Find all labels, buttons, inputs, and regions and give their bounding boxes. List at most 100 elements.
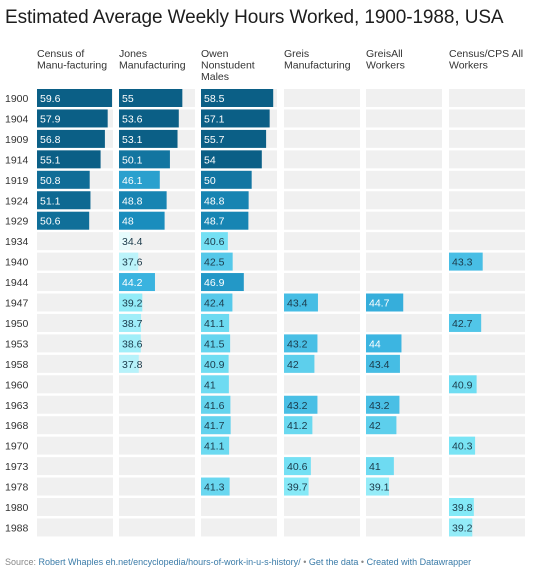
cell-background: [284, 436, 360, 455]
value-bar: [449, 375, 477, 394]
value-bar: [119, 129, 178, 148]
value-bar: [201, 375, 229, 394]
cell-background: [37, 518, 113, 537]
cell-background: [449, 89, 525, 107]
value-label: 40.6: [287, 461, 308, 473]
cell-background: [284, 191, 360, 210]
value-label: 53.6: [122, 113, 143, 125]
cell-background: [37, 457, 113, 476]
cell-background: [37, 232, 113, 251]
row-label-year: 1960: [5, 379, 29, 391]
value-label: 54: [204, 154, 216, 166]
value-bar: [119, 170, 160, 189]
chart-title: Estimated Average Weekly Hours Worked, 1…: [5, 7, 504, 28]
datawrapper-link[interactable]: Created with Datawrapper: [366, 557, 472, 567]
get-data-link[interactable]: Get the data: [308, 557, 359, 567]
column-header-greis_all: Workers: [366, 60, 405, 72]
row-label-year: 1963: [5, 400, 29, 412]
row-label-year: 1970: [5, 441, 29, 453]
value-bar: [37, 150, 101, 169]
value-bar: [201, 150, 262, 169]
cell-background: [37, 375, 113, 394]
cell-background: [449, 170, 525, 189]
cell-background: [449, 273, 525, 292]
value-bar: [201, 191, 249, 210]
value-label: 43.2: [287, 400, 308, 412]
value-bar: [284, 354, 315, 373]
value-bar: [119, 293, 143, 312]
value-label: 39.1: [369, 482, 390, 494]
value-label: 50.8: [40, 175, 61, 187]
cell-background: [284, 232, 360, 251]
value-label: 39.7: [287, 482, 308, 494]
cell-background: [366, 498, 442, 516]
value-label: 43.4: [369, 359, 390, 371]
cell-background: [37, 498, 113, 516]
chart-footer: Source: Robert Whaples eh.net/encycloped…: [5, 557, 471, 567]
value-bar: [366, 477, 390, 496]
cell-background: [449, 109, 525, 128]
row-label-year: 1929: [5, 216, 29, 228]
value-bar: [201, 273, 244, 292]
value-label: 41: [204, 379, 216, 391]
value-label: 38.6: [122, 338, 143, 350]
cell-background: [366, 252, 442, 271]
value-label: 42.7: [452, 318, 473, 330]
cell-background: [449, 293, 525, 312]
cell-background: [119, 436, 195, 455]
cell-background: [366, 313, 442, 332]
cell-background: [119, 457, 195, 476]
cell-background: [37, 273, 113, 292]
value-bar: [119, 89, 183, 107]
cell-background: [366, 232, 442, 251]
value-bar: [201, 89, 274, 107]
value-label: 48.8: [204, 195, 225, 207]
value-bar: [201, 211, 249, 230]
row-label-year: 1904: [5, 113, 29, 125]
column-header-jones_mfg: Jones: [119, 48, 147, 60]
cell-background: [284, 375, 360, 394]
row-label-year: 1968: [5, 420, 29, 432]
value-label: 51.1: [40, 195, 61, 207]
row-label-year: 1947: [5, 298, 29, 310]
source-link[interactable]: Robert Whaples eh.net/encyclopedia/hours…: [38, 557, 301, 567]
cell-background: [366, 150, 442, 169]
value-bar: [449, 313, 482, 332]
cell-background: [284, 129, 360, 148]
value-label: 41.1: [204, 318, 225, 330]
value-label: 55: [122, 93, 134, 105]
value-label: 42: [287, 359, 299, 371]
cell-background: [449, 477, 525, 496]
value-label: 43.2: [369, 400, 390, 412]
value-label: 40.6: [204, 236, 225, 248]
value-bar: [119, 109, 179, 128]
cell-background: [366, 273, 442, 292]
value-bar: [366, 293, 404, 312]
row-label-year: 1919: [5, 175, 29, 187]
value-label: 44.2: [122, 277, 143, 289]
value-label: 46.1: [122, 175, 143, 187]
row-label-year: 1988: [5, 522, 29, 534]
cell-background: [366, 191, 442, 210]
column-header-owen_males: Owen: [201, 48, 229, 60]
value-label: 42.4: [204, 298, 225, 310]
row-label-year: 1914: [5, 154, 29, 166]
row-label-year: 1950: [5, 318, 29, 330]
value-label: 39.8: [452, 502, 473, 514]
value-bar: [201, 293, 233, 312]
value-bar: [201, 477, 230, 496]
cell-background: [366, 129, 442, 148]
cell-background: [201, 518, 277, 537]
cell-background: [119, 477, 195, 496]
cell-background: [449, 416, 525, 435]
value-bar: [201, 313, 230, 332]
row-label-year: 1953: [5, 338, 29, 350]
value-bar: [201, 354, 229, 373]
value-label: 41.7: [204, 420, 225, 432]
value-bar: [284, 457, 311, 476]
value-label: 55.1: [40, 154, 61, 166]
value-label: 46.9: [204, 277, 225, 289]
cell-background: [449, 395, 525, 414]
column-header-greis_all: GreisAll: [366, 48, 403, 60]
